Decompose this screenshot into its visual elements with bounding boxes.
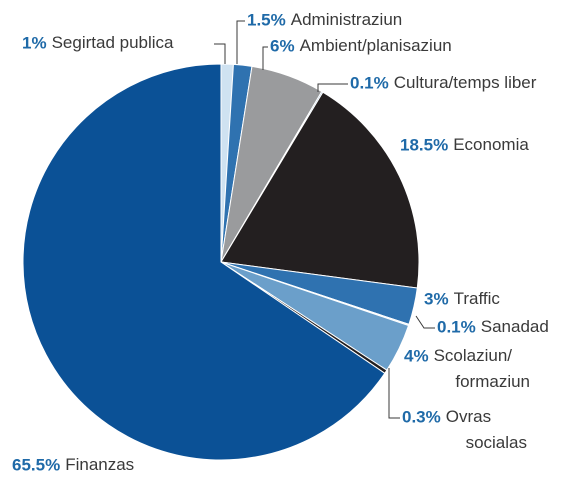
label-line: socialas <box>466 433 527 452</box>
label-line: Sanadad <box>481 317 549 336</box>
leader-line <box>236 20 245 64</box>
leader-line <box>317 83 348 92</box>
leader-line <box>214 43 226 64</box>
slice-label: Economia <box>453 135 529 154</box>
slice-label: Administraziun <box>291 10 403 29</box>
pie-slice <box>22 63 386 461</box>
value-label: 1.5% <box>247 10 286 29</box>
value-label: 4% <box>404 346 429 365</box>
label-line: Cultura/temps liber <box>394 73 537 92</box>
label-line: Ambient/planisaziun <box>300 36 452 55</box>
value-label: 18.5% <box>400 135 448 154</box>
value-label: 6% <box>270 36 295 55</box>
pie-slice <box>220 91 420 289</box>
value-label: 3% <box>424 289 449 308</box>
value-label: 1% <box>22 33 47 52</box>
label-line: Economia <box>453 135 529 154</box>
label-line: Traffic <box>454 289 501 308</box>
label-line: formaziun <box>455 372 530 391</box>
slice-label: Sanadad <box>481 317 549 336</box>
label-line: Scolaziun/ <box>434 346 513 365</box>
label-line: Segirtad publica <box>52 33 174 52</box>
value-label: 65.5% <box>12 455 60 474</box>
value-label: 0.3% <box>402 407 441 426</box>
leader-line <box>262 46 268 70</box>
label-line: Ovras <box>446 407 491 426</box>
slice-label: Cultura/temps liber <box>394 73 537 92</box>
value-label: 0.1% <box>350 73 389 92</box>
leader-line <box>415 315 435 329</box>
slice-label: Traffic <box>454 289 501 308</box>
slice-label: Ovras socialas <box>446 407 527 452</box>
slice-label: Scolaziun/formaziun <box>434 346 530 391</box>
label-line: Administraziun <box>291 10 403 29</box>
label-line: Finanzas <box>65 455 134 474</box>
slice-label: Ambient/planisaziun <box>300 36 452 55</box>
slice-label: Segirtad publica <box>52 33 174 52</box>
slice-label: Finanzas <box>65 455 134 474</box>
leader-line <box>388 368 400 419</box>
value-label: 0.1% <box>437 317 476 336</box>
